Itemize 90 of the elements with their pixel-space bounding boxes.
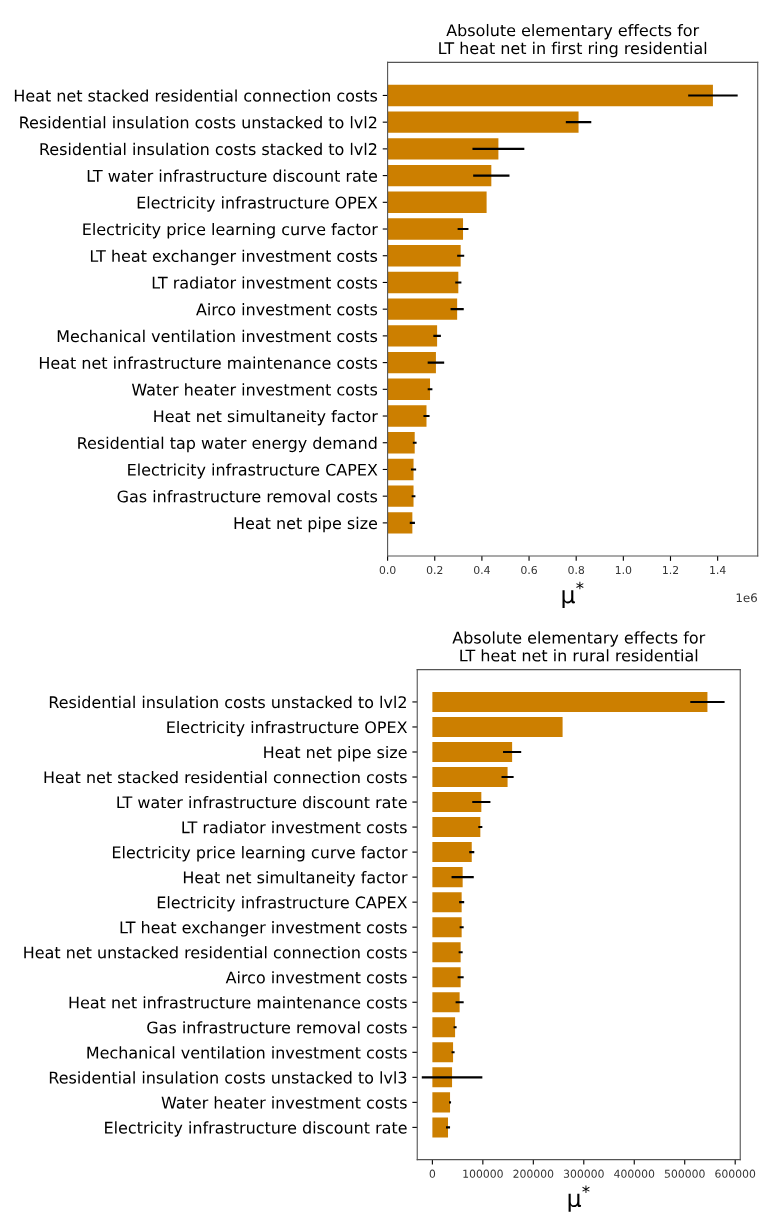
bar [432, 1117, 449, 1138]
bar [432, 992, 460, 1013]
bar [387, 512, 413, 534]
bar [432, 1042, 454, 1063]
y-tick-label: LT radiator investment costs [152, 276, 378, 289]
y-tick-label: Residential insulation costs unstacked to lvl2 [49, 695, 406, 709]
bar [432, 967, 461, 988]
x-tick-label: 300000 [563, 1169, 604, 1178]
y-tick-label: Water heater investment costs [131, 383, 378, 396]
bar [387, 164, 492, 187]
bar [432, 892, 462, 913]
bar [432, 917, 462, 938]
y-tick-label: Heat net pipe size [234, 516, 378, 533]
x-tick-label: 1.2 [663, 565, 679, 574]
bar [387, 432, 415, 454]
bar [387, 298, 458, 320]
bar [387, 245, 461, 267]
x-tick-label: 500000 [664, 1169, 705, 1178]
bar [432, 716, 563, 737]
y-tick-label: Water heater investment costs [161, 1096, 407, 1109]
bar [432, 1017, 456, 1038]
y-tick-label: Heat net infrastructure maintenance costs [39, 356, 378, 369]
bar [387, 84, 713, 107]
x-tick-label: 400000 [614, 1169, 655, 1178]
y-tick-label: Gas infrastructure removal costs [147, 1021, 407, 1034]
x-tick-label: 100000 [463, 1169, 503, 1178]
bar [387, 191, 487, 213]
y-tick-label: Heat net infrastructure maintenance costs [69, 996, 407, 1009]
y-tick-label: Electricity infrastructure discount rate [105, 1121, 407, 1137]
bar [387, 271, 459, 294]
bar [387, 111, 579, 133]
y-tick-label: Mechanical ventilation investment costs [57, 329, 378, 343]
bar [387, 378, 431, 400]
y-tick-label: Residential insulation costs unstacked to lvl2 [20, 116, 377, 129]
bar [387, 351, 436, 374]
y-tick-label: Electricity infrastructure OPEX [167, 720, 408, 737]
bar [432, 867, 463, 888]
y-tick-label: Residential insulation costs unstacked to lvl3 [49, 1071, 407, 1084]
bar [432, 842, 472, 863]
y-tick-label: Airco investment costs [225, 971, 407, 984]
bar [432, 1067, 453, 1088]
text: 1e6 [736, 593, 757, 603]
x-axis-title: μ$^{*}$ [562, 581, 584, 608]
y-tick-label: Heat net simultaneity factor [154, 409, 378, 426]
y-tick-label: Electricity price learning curve factor [112, 846, 408, 862]
bar [387, 138, 499, 160]
y-tick-label: Electricity infrastructure CAPEX [157, 896, 408, 912]
x-tick-label: 1.4 [710, 566, 726, 574]
y-tick-label: LT heat exchanger investment costs [90, 249, 378, 266]
y-tick-label: Residential insulation costs stacked to lvl2 [40, 142, 377, 156]
y-tick-label: Electricity price learning curve factor [83, 222, 378, 239]
y-tick-label: Heat net pipe size [264, 745, 407, 762]
bar [387, 405, 427, 427]
bar [432, 741, 513, 762]
y-tick-label: LT radiator investment costs [182, 821, 407, 834]
x-tick-label: 200000 [513, 1169, 554, 1178]
chart-title: Absolute elementary effects for LT heat net in first ring residential [439, 23, 707, 58]
y-tick-label: Heat net stacked residential connection costs [14, 89, 378, 102]
x-tick-label: 0.6 [521, 565, 537, 575]
x-tick-label: 0.8 [568, 565, 585, 575]
x-tick-label: 600000 [715, 1169, 756, 1178]
x-tick-label: 1.0 [615, 565, 632, 575]
bar [432, 691, 708, 712]
y-tick-label: Electricity infrastructure CAPEX [128, 463, 378, 479]
y-tick-label: Electricity infrastructure OPEX [137, 196, 378, 212]
y-tick-label: Heat net unstacked residential connection costs [24, 946, 407, 959]
chart-title: Absolute elementary effects for LT heat net in rural residential [452, 631, 706, 662]
y-tick-label: LT water infrastructure discount rate [117, 795, 407, 809]
x-axis-title: μ$^{*}$ [568, 1185, 590, 1212]
x-tick-label: 0.4 [474, 565, 490, 575]
y-tick-label: Gas infrastructure removal costs [117, 490, 378, 503]
bar [387, 485, 414, 507]
bar [387, 325, 438, 347]
bar [432, 817, 481, 838]
y-tick-label: Heat net simultaneity factor [183, 871, 408, 887]
y-tick-label: LT heat exchanger investment costs [120, 921, 407, 937]
bar [432, 767, 508, 788]
x-tick-label: 0 [429, 1169, 436, 1178]
bar [432, 1092, 451, 1113]
x-tick-label: 0.0 [379, 565, 396, 575]
x-tick-label: 0.2 [426, 565, 443, 575]
y-tick-label: Residential tap water energy demand [78, 436, 377, 453]
bar [432, 942, 461, 963]
y-tick-label: Heat net stacked residential connection costs [44, 770, 407, 784]
y-tick-label: Mechanical ventilation investment costs [87, 1046, 407, 1059]
y-tick-label: LT water infrastructure discount rate [87, 169, 378, 182]
bar [387, 458, 414, 481]
bar [432, 792, 482, 813]
y-tick-label: Airco investment costs [196, 303, 378, 316]
bar [387, 218, 464, 240]
